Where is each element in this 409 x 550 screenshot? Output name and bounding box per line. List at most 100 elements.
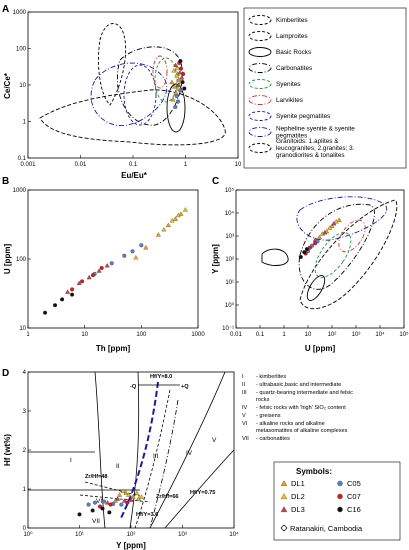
data-point (90, 508, 95, 513)
x-tick-label: 10³ (352, 332, 361, 338)
legend-label: Carbonatites (276, 65, 312, 72)
panel-a-ylabel: Ce/Ce* (3, 72, 12, 99)
note-num: I (242, 374, 244, 380)
data-point (99, 266, 104, 271)
note-text: - ultrabasic,basic and intermediate (256, 382, 341, 388)
note-num: V (242, 413, 246, 419)
x-tick-label: 1 (26, 332, 30, 338)
data-point (161, 226, 167, 232)
panel-d-xlabel: Y [ppm] (116, 541, 146, 550)
data-point (170, 97, 176, 102)
syenite-field (154, 57, 178, 103)
legend-swatch (248, 47, 272, 57)
x-tick-label: 10¹ (75, 532, 84, 538)
panel-c-ylabel: Y [ppm] (211, 244, 220, 274)
x-tick-label: 100 (136, 332, 147, 338)
data-point (174, 93, 179, 99)
y-tick-label: 10⁻¹ (222, 326, 234, 332)
panel-a-points (169, 59, 187, 109)
panel-b-frame (27, 189, 199, 329)
data-point (327, 225, 333, 230)
field-label-III: III (153, 453, 159, 460)
kimberlite-field (98, 23, 127, 106)
panel-b-points (43, 207, 188, 315)
legend-label: Lamproites (276, 33, 308, 40)
nepheline-syenite-field (90, 62, 168, 126)
note-text: - carbonatites (256, 436, 290, 442)
data-point (102, 499, 107, 504)
data-point (180, 80, 185, 85)
legend-swatch (248, 63, 272, 73)
legend-swatch (248, 79, 272, 89)
data-point (122, 498, 128, 503)
x-tick-label: 0.1 (256, 332, 265, 338)
data-point (337, 480, 343, 487)
legend-label: Kimberlites (276, 17, 308, 24)
data-point (155, 232, 161, 237)
y-tick-label: 4 (23, 370, 27, 376)
basic-rocks-field (166, 83, 186, 133)
annot-zrhf48: Zr/Hf=48 (85, 474, 108, 480)
panel-a-frame (27, 11, 239, 159)
x-tick-label: 10 (235, 162, 242, 168)
data-point (280, 493, 288, 500)
x-tick-label: 10 (81, 332, 88, 338)
y-tick-label: 10⁵ (225, 187, 235, 194)
data-point (70, 292, 75, 297)
panel-a-legend: Kimberlites Lamproites Basic Rocks Carbonat… (243, 7, 407, 169)
data-point (177, 69, 183, 75)
data-point (53, 303, 58, 308)
data-point (304, 247, 309, 252)
data-point (117, 492, 123, 497)
field-label-1: 1 (128, 127, 131, 133)
legend-swatch (248, 143, 272, 153)
note-num: VI (242, 421, 248, 427)
panel-b-ylabel: U [ppm] (3, 244, 12, 275)
zr-hf-48-line (84, 481, 141, 497)
data-point (322, 229, 328, 235)
data-point (178, 211, 184, 216)
y-tick-label: 1 (23, 120, 27, 126)
data-point (337, 493, 343, 500)
data-point (130, 249, 135, 254)
data-point (119, 502, 124, 507)
data-point (92, 500, 98, 505)
note-num: IV (242, 405, 248, 411)
data-point (182, 207, 188, 212)
symbols-box: Symbols: DL1 C05 DL2 C07 DL3 C16 Ratanakiri, … (273, 461, 401, 541)
panel-d-annotations: Hf/Y=8.0 -Q +Q Zr/Hf=48 Zr/Hf=66 Hf/Y=0.… (70, 374, 217, 525)
panel-b-xlabel: Th [ppm] (96, 344, 131, 353)
y-tick-label: 10 (19, 83, 26, 89)
data-point (175, 99, 181, 104)
legend-swatch (248, 15, 272, 25)
field-label-VII: VII (92, 518, 100, 525)
x-tick-label: 10⁵ (399, 331, 409, 338)
y-tick-label: 10² (225, 257, 234, 263)
symbol-label: C05 (347, 479, 361, 488)
x-tick-label: 10² (328, 332, 337, 338)
hf-y-8-line (119, 381, 159, 521)
data-point (126, 492, 132, 497)
x-tick-label: 0.01 (75, 162, 87, 168)
field-boundary-1 (94, 371, 106, 529)
legend-swatch (248, 95, 272, 105)
symbol-label: DL1 (291, 479, 305, 488)
data-point (316, 234, 322, 240)
x-tick-label: 10 (305, 332, 312, 338)
data-point (76, 280, 82, 286)
data-point (104, 263, 110, 268)
data-point (169, 217, 175, 223)
data-point (105, 500, 110, 505)
legend-label: Syenite pegmatites (276, 113, 330, 120)
panel-c-frame (235, 189, 405, 329)
data-point (176, 82, 182, 87)
x-tick-label: 10⁰ (23, 531, 33, 538)
symbol-label: DL2 (291, 492, 305, 501)
legend-label: Larvikites (276, 97, 303, 104)
data-point (178, 66, 183, 71)
data-point (172, 216, 178, 221)
granitoid-field-outer (39, 89, 226, 146)
x-tick-label: 10⁴ (375, 331, 385, 338)
